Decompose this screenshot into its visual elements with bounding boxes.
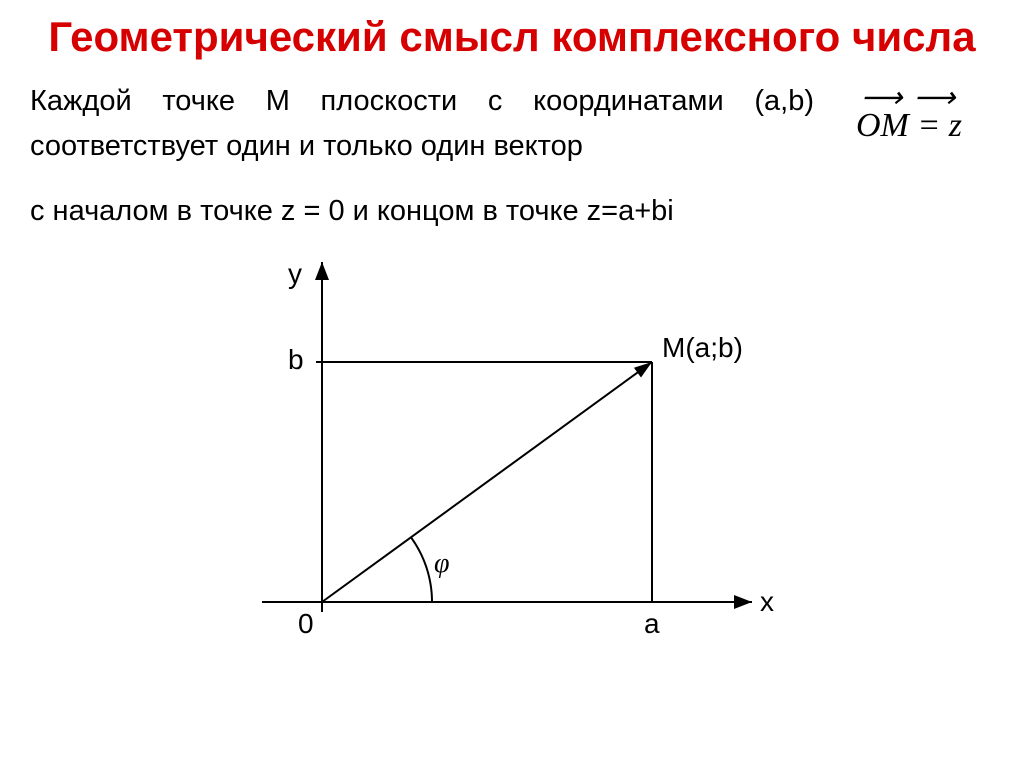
paragraph-2: с началом в точке z = 0 и концом в точке… — [30, 192, 984, 231]
body-text: Каждой точке М плоскости с координатами … — [0, 60, 1024, 231]
slide-title: Геометрический смысл комплексного числа — [0, 0, 1024, 60]
label-origin: 0 — [298, 608, 314, 640]
diagram-svg — [192, 242, 832, 662]
diagram: y x 0 a b M(a;b) φ — [192, 242, 832, 662]
label-point-M: M(a;b) — [662, 332, 743, 364]
paragraph-1-line-2: соответствует один и только один вектор — [30, 127, 814, 166]
paragraph-1-line-1: Каждой точке М плоскости с координатами … — [30, 82, 814, 121]
label-a: a — [644, 608, 660, 640]
label-x-axis: x — [760, 586, 774, 618]
vector-text: OM = z — [834, 109, 984, 143]
label-y-axis: y — [288, 258, 302, 290]
vector-formula: ⟶ ⟶ OM = z — [834, 84, 984, 143]
paragraph-1: Каждой точке М плоскости с координатами … — [30, 82, 984, 166]
label-phi: φ — [434, 548, 450, 580]
label-b: b — [288, 344, 304, 376]
